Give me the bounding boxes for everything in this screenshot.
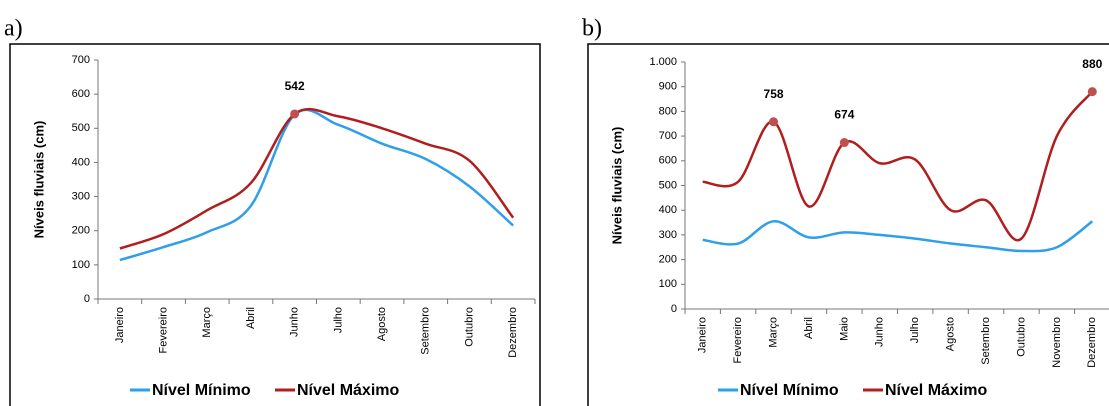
x-tick-label: Setembro	[980, 317, 992, 365]
y-tick-label: 800	[659, 105, 677, 117]
legend-label: Nível Mínimo	[152, 382, 251, 399]
y-tick-label: 400	[659, 204, 677, 216]
panel-label: b)	[582, 16, 602, 42]
y-tick-label: 300	[72, 190, 90, 202]
highlight-point	[290, 109, 300, 119]
y-tick-label: 100	[72, 259, 90, 271]
y-axis-title: Níveis fluviais (cm)	[31, 121, 46, 239]
y-tick-label: 900	[659, 81, 677, 93]
data-label: 758	[764, 87, 784, 101]
legend-label: Nível Máximo	[885, 382, 987, 399]
panel-frame	[587, 43, 1109, 406]
x-tick-label: Abril	[803, 317, 815, 339]
legend-label: Nível Mínimo	[740, 382, 839, 399]
x-tick-label: Outubro	[1015, 317, 1027, 357]
y-tick-label: 200	[659, 254, 677, 266]
y-tick-label: 1.000	[649, 56, 677, 68]
x-tick-label: Outubro	[463, 307, 475, 347]
series-line	[119, 108, 514, 262]
x-tick-label: Novembro	[1051, 317, 1063, 368]
data-label: 674	[834, 108, 854, 122]
x-tick-label: Junho	[289, 307, 301, 337]
y-tick-label: 700	[659, 130, 677, 142]
y-tick-label: 100	[659, 278, 677, 290]
x-tick-label: Dezembro	[1086, 317, 1098, 368]
x-tick-label: Março	[767, 317, 779, 348]
data-label: 880	[1082, 57, 1102, 71]
x-tick-label: Abril	[245, 307, 257, 329]
x-tick-label: Março	[201, 307, 213, 338]
y-tick-label: 500	[659, 179, 677, 191]
y-tick-label: 200	[72, 225, 90, 237]
y-tick-label: 500	[72, 122, 90, 134]
x-tick-label: Janeiro	[114, 307, 126, 343]
data-label: 542	[285, 79, 305, 93]
x-tick-label: Junho	[874, 317, 886, 347]
x-tick-label: Julho	[332, 307, 344, 333]
y-tick-label: 700	[72, 54, 90, 66]
highlight-point	[769, 117, 779, 127]
x-tick-label: Setembro	[420, 307, 432, 355]
highlight-point	[1087, 87, 1097, 97]
legend-label: Nível Máximo	[297, 382, 399, 399]
series-line	[702, 220, 1094, 253]
x-tick-label: Maio	[838, 317, 850, 341]
y-tick-label: 600	[659, 155, 677, 167]
highlight-point	[839, 138, 849, 148]
x-tick-label: Agosto	[376, 307, 388, 341]
x-tick-label: Julho	[909, 317, 921, 343]
y-tick-label: 0	[671, 303, 677, 315]
y-tick-label: 0	[84, 293, 90, 305]
series-line	[702, 90, 1094, 242]
panel-frame	[9, 43, 541, 406]
series-line	[119, 107, 515, 250]
x-tick-label: Janeiro	[697, 317, 709, 353]
y-tick-label: 600	[72, 88, 90, 100]
x-tick-label: Fevereiro	[157, 307, 169, 353]
panel-label: a)	[4, 16, 23, 42]
x-tick-label: Dezembro	[507, 307, 519, 358]
y-tick-label: 400	[72, 156, 90, 168]
y-axis-title: Níveis fluviais (cm)	[609, 127, 624, 245]
x-tick-label: Fevereiro	[732, 317, 744, 363]
x-tick-label: Agosto	[945, 317, 957, 351]
y-tick-label: 300	[659, 229, 677, 241]
